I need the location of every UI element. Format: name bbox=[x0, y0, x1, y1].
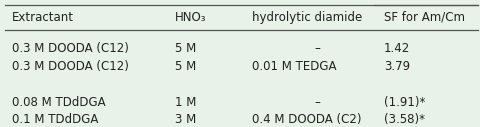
Text: –: – bbox=[314, 96, 320, 109]
Text: 0.1 M TDdDGA: 0.1 M TDdDGA bbox=[12, 113, 98, 126]
Text: 1.42: 1.42 bbox=[384, 42, 410, 55]
Text: 0.01 M TEDGA: 0.01 M TEDGA bbox=[252, 60, 336, 73]
Text: HNO₃: HNO₃ bbox=[175, 11, 207, 24]
Text: 3 M: 3 M bbox=[175, 113, 196, 126]
Text: 5 M: 5 M bbox=[175, 42, 196, 55]
Text: (3.58)*: (3.58)* bbox=[384, 113, 425, 126]
Text: 0.3 M DOODA (C12): 0.3 M DOODA (C12) bbox=[12, 60, 129, 73]
Text: 5 M: 5 M bbox=[175, 60, 196, 73]
Text: 0.08 M TDdDGA: 0.08 M TDdDGA bbox=[12, 96, 106, 109]
Text: 3.79: 3.79 bbox=[384, 60, 410, 73]
Text: (1.91)*: (1.91)* bbox=[384, 96, 425, 109]
Text: SF for Am/Cm: SF for Am/Cm bbox=[384, 11, 465, 24]
Text: 0.4 M DOODA (C2): 0.4 M DOODA (C2) bbox=[252, 113, 361, 126]
Text: 0.3 M DOODA (C12): 0.3 M DOODA (C12) bbox=[12, 42, 129, 55]
Text: hydrolytic diamide: hydrolytic diamide bbox=[252, 11, 362, 24]
Text: 1 M: 1 M bbox=[175, 96, 197, 109]
Text: –: – bbox=[314, 42, 320, 55]
Text: Extractant: Extractant bbox=[12, 11, 74, 24]
